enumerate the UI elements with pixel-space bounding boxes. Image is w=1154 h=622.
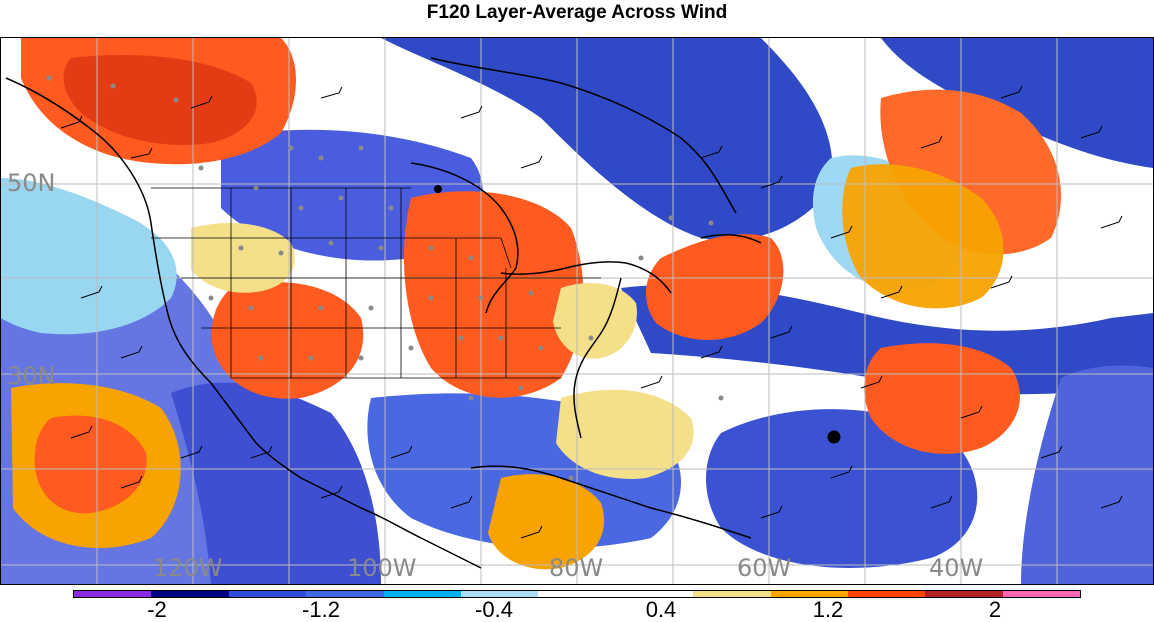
colorbar-segment <box>1002 591 1081 597</box>
wind-barbs <box>60 85 1123 539</box>
map-title: F120 Layer-Average Across Wind <box>426 2 728 23</box>
yellow-region-southeast <box>556 389 694 479</box>
colorbar-label: -1.2 <box>302 597 340 622</box>
map-svg <box>1 38 1153 584</box>
red-region-midwest <box>403 191 584 398</box>
colorbar-segment <box>538 591 616 597</box>
colorbar-segment <box>615 591 694 597</box>
lon-label-120w: 120W <box>153 554 223 582</box>
lon-label-60w: 60W <box>737 554 792 582</box>
yellow-region-central-west <box>191 223 295 293</box>
blue-region-mexico <box>171 382 381 584</box>
lon-label-40w: 40W <box>929 554 984 582</box>
colorbar-label: 0.4 <box>645 597 677 622</box>
colorbar-label: -2 <box>147 597 167 622</box>
colorbar-label: 1.2 <box>812 597 844 622</box>
colorbar-segment <box>693 591 771 597</box>
lightblue-region-west <box>1 178 177 335</box>
lon-label-100w: 100W <box>347 554 417 582</box>
yellow-region-east-coast <box>553 283 637 359</box>
observation-dots <box>46 75 724 481</box>
map-panel: 50N 30N 120W 100W 80W 60W 40W <box>0 37 1154 585</box>
colorbar-segment <box>770 591 848 597</box>
blue-region-southeast <box>1021 365 1153 584</box>
orange-region-caribbean <box>488 474 605 570</box>
blue-region-canada <box>381 38 833 241</box>
lat-label-30n: 30N <box>7 362 56 390</box>
red-region-mid-atlantic <box>864 343 1020 454</box>
colorbar-segment <box>74 591 152 597</box>
colorbar-label: 2 <box>988 597 1002 622</box>
colorbar-label: -0.4 <box>475 597 513 622</box>
lat-label-50n: 50N <box>7 169 56 197</box>
blue-region-atlantic-dot <box>706 409 978 568</box>
red-region-northwest-interior <box>63 55 257 145</box>
midwest-marker-dot <box>434 185 442 193</box>
red-region-atlantic-northeast <box>645 234 784 340</box>
colorbar-segment <box>925 591 1003 597</box>
blue-region-northeast <box>881 38 1153 168</box>
red-region-southwest-core <box>34 415 147 514</box>
colorbar-segment <box>228 591 307 597</box>
colorbar-segment <box>460 591 539 597</box>
colorbar-segment <box>306 591 384 597</box>
colorbar-segment <box>383 591 461 597</box>
lon-label-80w: 80W <box>549 554 604 582</box>
colorbar <box>73 590 1081 598</box>
grid-lines <box>1 38 1153 584</box>
colorbar-segment <box>151 591 229 597</box>
orange-region-north-atlantic <box>842 164 1004 309</box>
atlantic-marker-dot <box>827 430 841 444</box>
colorbar-segment <box>847 591 926 597</box>
state-borders <box>151 187 601 379</box>
red-region-southwest <box>211 282 364 399</box>
coastlines <box>5 57 762 569</box>
